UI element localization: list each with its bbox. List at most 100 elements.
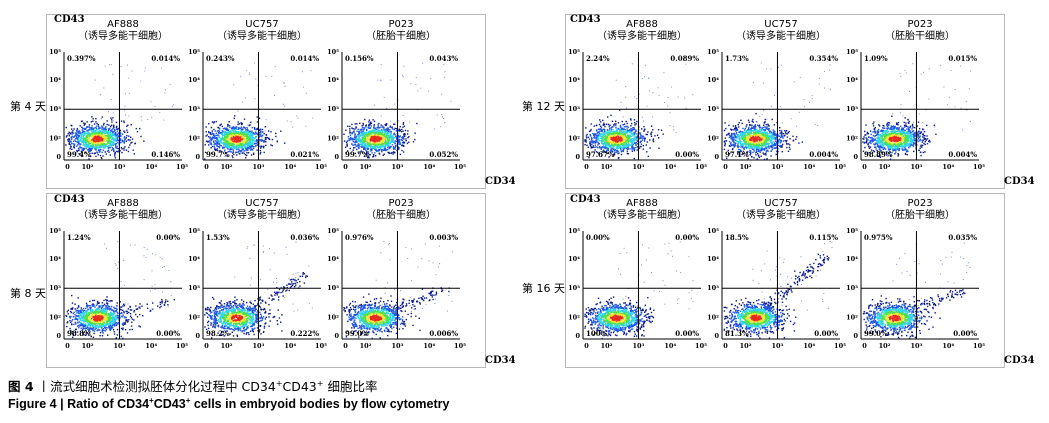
quadrant-percentage: 99.7% [345, 150, 369, 159]
x-axis-label: CD34 [1004, 355, 1035, 366]
y-tick-label: 10⁵ [49, 48, 61, 56]
x-tick-label: 0 [862, 342, 867, 350]
panel-title: P023 （胚胎干细胞） [332, 19, 470, 43]
y-tick-label: 10³ [327, 105, 339, 113]
y-tick-label: 10⁵ [568, 227, 580, 235]
event-cloud [723, 62, 831, 161]
cell-line-type: （诱导多能干细胞） [736, 210, 826, 221]
quadrant-percentage: 1.24% [67, 233, 91, 242]
quadrant-percentage: 0.089% [670, 54, 699, 63]
x-axis-label: CD34 [1004, 176, 1035, 187]
quadrant-percentage: 0.00% [675, 150, 699, 159]
x-tick-label: 10⁵ [315, 342, 327, 350]
scatter-plot: 00 10² 10² 10³ 10³ 10⁴ 10⁴ 10⁵ 10⁵ 0.243% 0.014% 99… [188, 48, 327, 171]
x-tick-label: 10² [601, 342, 613, 350]
quadrant-percentage: 100% [586, 329, 608, 338]
x-tick-label: 10⁴ [145, 342, 157, 350]
x-tick-label: 10⁴ [803, 342, 815, 350]
quadrant-percentage: 0.354% [809, 54, 838, 63]
x-tick-label: 10⁵ [834, 342, 846, 350]
y-tick-label: 10⁵ [327, 48, 339, 56]
y-tick-label: 0 [56, 332, 61, 340]
scatter-panel: 0 0 10² 10² 10³ 10³ 10⁴ 10⁴ 10⁵ 10⁵ 0.00% 0.00% 100%… [568, 227, 707, 351]
y-tick-label: 10⁴ [846, 76, 858, 84]
day-label-8: 第 8 天 [10, 287, 46, 300]
x-tick-label: 10⁵ [834, 163, 846, 171]
x-tick-label: 10² [82, 163, 94, 171]
x-tick-label: 10³ [253, 342, 265, 350]
y-tick-label: 10³ [568, 284, 580, 292]
y-tick-label: 10⁴ [327, 76, 339, 84]
y-tick-label: 10² [568, 134, 580, 142]
x-axis-label: CD34 [485, 355, 516, 366]
x-tick-label: 0 [204, 342, 209, 350]
x-tick-label: 10⁴ [664, 163, 676, 171]
quadrant-percentage: 97.67% [586, 150, 615, 159]
x-tick-label: 0 [584, 342, 589, 350]
x-tick-label: 10² [360, 163, 372, 171]
x-tick-label: 10⁴ [942, 163, 954, 171]
scatter-plot: 00 10² 10² 10³ 10³ 10⁴ 10⁴ 10⁵ 10⁵ 0.397% 0.014% 99… [49, 48, 188, 171]
quadrant-percentage: 0.004% [809, 150, 838, 159]
scatter-panel: 0 0 10² 10² 10³ 10³ 10⁴ 10⁴ 10⁵ 10⁵ 0.243% 0.014% 99… [188, 48, 327, 172]
y-tick-label: 10³ [49, 105, 61, 113]
caption-en-superscript: + [185, 395, 191, 405]
y-tick-label: 0 [714, 153, 719, 161]
x-tick-label: 10² [879, 163, 891, 171]
y-axis-label: CD43 [54, 14, 85, 25]
cell-line-type: （诱导多能干细胞） [736, 31, 826, 42]
x-tick-label: 0 [65, 163, 70, 171]
event-cloud [584, 241, 694, 340]
caption-cn-text: 流式细胞术检测拟胚体分化过程中 CD34 [50, 379, 276, 394]
cell-line-name: P023 [907, 198, 933, 209]
x-tick-label: 10⁴ [284, 163, 296, 171]
y-tick-label: 10² [707, 313, 719, 321]
cell-line-type: （诱导多能干细胞） [597, 210, 687, 221]
quadrant-percentage: 0.036% [290, 233, 319, 242]
y-tick-label: 10⁵ [568, 48, 580, 56]
y-tick-label: 10⁴ [568, 76, 580, 84]
y-tick-label: 10⁴ [568, 255, 580, 263]
y-tick-label: 10⁵ [707, 48, 719, 56]
scatter-plot: 00 10² 10² 10³ 10³ 10⁴ 10⁴ 10⁵ 10⁵ 0.156% 0.043% 99… [327, 48, 466, 171]
x-tick-label: 10⁵ [695, 342, 707, 350]
x-tick-label: 10⁴ [145, 163, 157, 171]
y-tick-label: 0 [853, 332, 858, 340]
cell-line-name: P023 [388, 198, 414, 209]
x-tick-label: 10³ [772, 163, 784, 171]
scatter-plot: 00 10² 10² 10³ 10³ 10⁴ 10⁴ 10⁵ 10⁵ 0.975% 0.035% 99… [846, 227, 985, 350]
y-tick-label: 0 [334, 332, 339, 340]
caption-en-superscript: + [149, 395, 154, 405]
x-tick-label: 10² [82, 342, 94, 350]
y-axis-label: CD43 [570, 14, 601, 25]
cell-line-name: AF888 [626, 198, 658, 209]
y-tick-label: 0 [334, 153, 339, 161]
x-tick-label: 10⁵ [973, 163, 985, 171]
scatter-panel: 0 0 10² 10² 10³ 10³ 10⁴ 10⁴ 10⁵ 10⁵ 18.5% 0.115% 81.… [707, 227, 846, 351]
x-tick-label: 0 [343, 163, 348, 171]
scatter-plot: 00 10² 10² 10³ 10³ 10⁴ 10⁴ 10⁵ 10⁵ 1.24% 0.00% 98.8… [49, 227, 188, 350]
quadrant-percentage: 0.00% [156, 233, 180, 242]
y-tick-label: 10³ [707, 105, 719, 113]
quadrant-percentage: 0.035% [948, 233, 977, 242]
quadrant-percentage: 0.222% [290, 329, 319, 338]
scatter-panel: 0 0 10² 10² 10³ 10³ 10⁴ 10⁴ 10⁵ 10⁵ 1.24% 0.00% 98.8… [49, 227, 188, 351]
y-tick-label: 10⁵ [846, 227, 858, 235]
x-tick-label: 10⁵ [315, 163, 327, 171]
cell-line-name: UC757 [764, 198, 798, 209]
quadrant-percentage: 99.4% [67, 150, 91, 159]
cell-line-name: UC757 [764, 19, 798, 30]
scatter-plot: 00 10² 10² 10³ 10³ 10⁴ 10⁴ 10⁵ 10⁵ 18.5% 0.115% 81.… [707, 227, 846, 350]
quadrant-percentage: 0.146% [151, 150, 180, 159]
x-tick-label: 0 [65, 342, 70, 350]
scatter-panel: 0 0 10² 10² 10³ 10³ 10⁴ 10⁴ 10⁵ 10⁵ 0.397% 0.014% 99… [49, 48, 188, 172]
x-axis-label: CD34 [485, 176, 516, 187]
quadrant-percentage: 0.00% [586, 233, 610, 242]
y-tick-label: 10² [846, 134, 858, 142]
event-cloud [65, 241, 175, 340]
scatter-panel: 0 0 10² 10² 10³ 10³ 10⁴ 10⁴ 10⁵ 10⁵ 0.975% 0.035% 99… [846, 227, 985, 351]
event-cloud [862, 242, 971, 340]
cell-line-name: AF888 [626, 19, 658, 30]
cell-line-type: （诱导多能干细胞） [78, 31, 168, 42]
quadrant-percentage: 0.00% [675, 329, 699, 338]
